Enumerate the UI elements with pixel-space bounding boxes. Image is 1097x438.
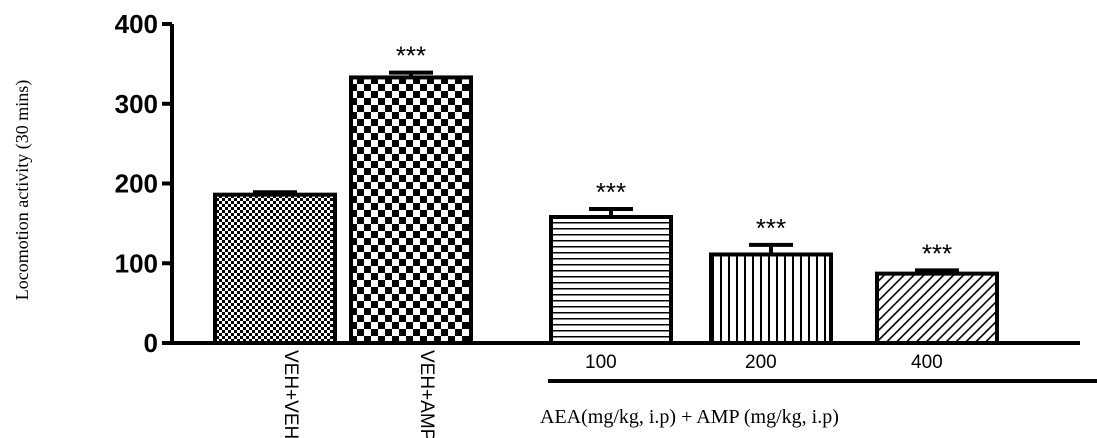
x-axis-title: AEA(mg/kg, i.p) + AMP (mg/kg, i.p) <box>540 406 839 428</box>
y-tick-label: 0 <box>144 328 158 358</box>
y-tick-label: 100 <box>115 248 158 278</box>
category-label: VEH+AMP <box>416 350 437 438</box>
y-tick-label: 400 <box>115 9 158 39</box>
significance-label: *** <box>596 177 626 207</box>
category-label: 400 <box>911 352 943 373</box>
category-label: 200 <box>745 352 777 373</box>
significance-label: *** <box>756 213 786 243</box>
bar <box>549 214 673 345</box>
bars: *** *** *** *** <box>213 41 999 346</box>
bar <box>213 192 337 345</box>
category-label: VEH+VEH <box>280 350 301 438</box>
category-label: 100 <box>585 352 617 373</box>
bar <box>709 252 833 345</box>
y-axis-title: Locomotion activity (30 mins) <box>12 80 33 300</box>
bar <box>875 271 999 345</box>
significance-label: *** <box>922 238 952 268</box>
category-labels: VEH+VEH VEH+AMP 100 200 400 <box>280 350 943 438</box>
significance-label: *** <box>396 41 426 71</box>
y-tick-label: 300 <box>115 89 158 119</box>
bar <box>349 75 473 346</box>
y-tick-label: 200 <box>115 169 158 199</box>
